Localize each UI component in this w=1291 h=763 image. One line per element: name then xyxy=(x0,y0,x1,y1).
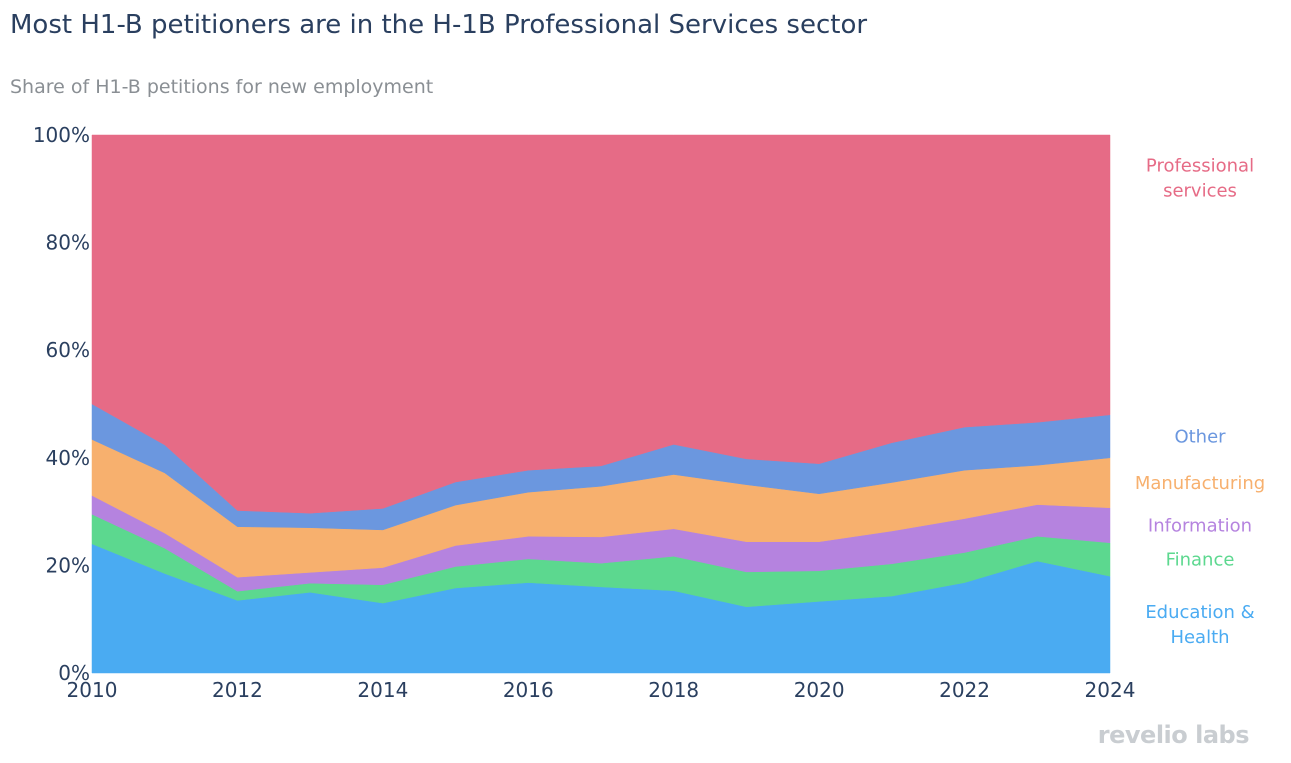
x-tick-label: 2020 xyxy=(794,678,845,702)
y-tick-label: 40% xyxy=(46,446,90,470)
y-tick-label: 0% xyxy=(58,661,90,685)
series-label-professional-services: Professional services xyxy=(1146,156,1254,202)
x-tick-label: 2022 xyxy=(939,678,990,702)
revelio-labs-logo: revelio labs xyxy=(1097,721,1250,749)
area-professional-services xyxy=(91,134,1111,514)
x-axis-ticks: 2010 2012 2014 2016 2018 2020 2022 2024 xyxy=(67,678,1136,702)
series-label-education-health: Education & Health xyxy=(1145,602,1254,648)
series-label-finance: Finance xyxy=(1166,550,1235,571)
series-labels: Education & Health Finance Information Manuf… xyxy=(1135,156,1265,649)
area-layers xyxy=(91,134,1111,674)
series-label-other: Other xyxy=(1174,426,1226,447)
x-tick-label: 2016 xyxy=(503,678,554,702)
y-tick-label: 20% xyxy=(46,553,90,577)
y-tick-label: 60% xyxy=(46,338,90,362)
y-tick-label: 80% xyxy=(46,231,90,255)
x-tick-label: 2024 xyxy=(1085,678,1136,702)
y-tick-label: 100% xyxy=(33,123,90,147)
series-label-information: Information xyxy=(1148,515,1252,536)
chart-title: Most H1-B petitioners are in the H-1B Pr… xyxy=(10,10,868,40)
y-axis-ticks: 0% 20% 40% 60% 80% 100% xyxy=(33,123,90,685)
x-tick-label: 2018 xyxy=(648,678,699,702)
chart-subtitle: Share of H1-B petitions for new employme… xyxy=(10,76,434,98)
x-tick-label: 2012 xyxy=(212,678,263,702)
series-label-manufacturing: Manufacturing xyxy=(1135,473,1265,494)
x-tick-label: 2014 xyxy=(357,678,408,702)
x-tick-label: 2010 xyxy=(67,678,118,702)
